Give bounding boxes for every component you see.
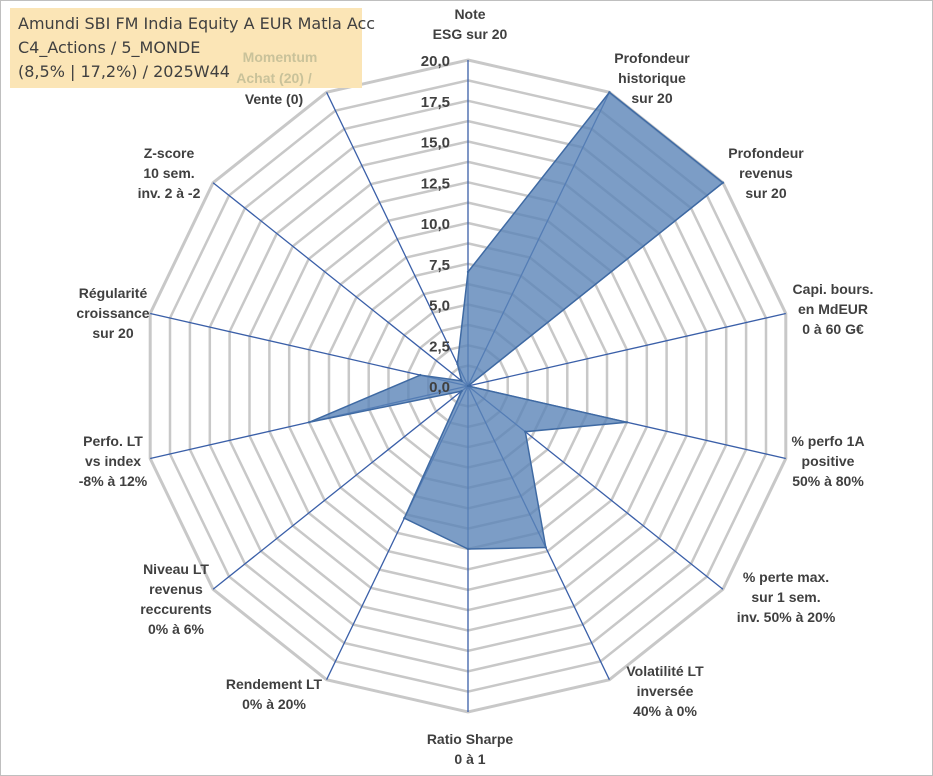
axis-label: Profondeur revenus sur 20 [676, 143, 856, 203]
axis-label-line: Profondeur [728, 145, 804, 161]
axis-label: Profondeur historique sur 20 [562, 48, 742, 108]
axis-label-line: % perfo 1A [791, 433, 865, 449]
axis-label-line: Profondeur [614, 50, 690, 66]
axis-label-line: ESG sur 20 [432, 26, 508, 42]
data-point [403, 517, 406, 520]
axis-label-line: 0 à 60 G€ [802, 321, 864, 337]
axis-label-line: en MdEUR [798, 301, 868, 317]
axis-label: Note ESG sur 20 [380, 4, 560, 44]
axis-label-line: Régularité [78, 285, 148, 301]
axis-label-line: historique [618, 70, 686, 86]
momentum-label-line2: Achat (20) / [236, 70, 312, 86]
axis-label-line: inv. 50% à 20% [736, 609, 836, 625]
axis-label-line: croissance [76, 305, 150, 321]
axis-label-line: sur 1 sem. [751, 589, 821, 605]
axis-label-line: -8% à 12% [78, 473, 148, 489]
momentum-label-line3: Vente (0) [244, 91, 304, 107]
data-point [625, 421, 629, 424]
axis-label-line: sur 20 [631, 90, 673, 106]
axis-label-line: 0% à 20% [242, 696, 306, 712]
axis-label-line: Capi. bours. [792, 281, 874, 297]
axis-label-line: Rendement LT [225, 676, 323, 692]
axis-line [150, 312, 469, 387]
axis-label-line: Note [454, 6, 486, 22]
axis-label-line: sur 20 [92, 325, 134, 341]
data-point [466, 384, 470, 388]
tick-label: 5,0 [429, 298, 450, 315]
axis-line [326, 92, 469, 387]
axis-label-line: Z-score [143, 145, 195, 161]
axis-label: Volatilité LT inversée 40% à 0% [575, 661, 755, 721]
axis-label: Niveau LT revenus reccurents 0% à 6% [86, 559, 266, 639]
axis-label: Perfo. LT vs index -8% à 12% [23, 431, 203, 491]
axis-label-line: revenus [739, 165, 793, 181]
data-point [460, 379, 463, 383]
axis-line [467, 312, 786, 387]
axis-label-line: sur 20 [745, 185, 787, 201]
momentum-label-top: Momentum [242, 49, 318, 65]
fund-category: C4_Actions / 5_MONDE [18, 38, 201, 57]
axis-label-line: reccurents [140, 601, 212, 617]
axis-label-line: 10 sem. [143, 165, 195, 181]
axis-label-line: revenus [149, 581, 203, 597]
data-point [307, 421, 311, 424]
data-point [466, 547, 470, 551]
data-point [524, 430, 527, 433]
axis-label: Z-score 10 sem. inv. 2 à -2 [79, 143, 259, 203]
momentum-label-bottom: Achat (20) / Vente (0) [219, 70, 329, 107]
axis-label-line: Perfo. LT [83, 433, 143, 449]
tick-label: 17,5 [421, 94, 450, 111]
data-point [456, 362, 459, 366]
data-point [466, 270, 470, 274]
tick-label: 0,0 [429, 379, 450, 396]
axis-label-line: 0 à 1 [454, 751, 486, 767]
axis-label-line: inversée [636, 683, 694, 699]
data-point [460, 389, 463, 393]
axis-label-line: positive [801, 453, 855, 469]
axis-line [212, 182, 469, 387]
axis-label: Ratio Sharpe 0 à 1 [380, 729, 560, 769]
tick-label: 10,0 [421, 216, 450, 233]
axis-label-line: vs index [84, 453, 142, 469]
axis-label-line: Ratio Sharpe [426, 731, 514, 747]
axis-label: % perte max. sur 1 sem. inv. 50% à 20% [696, 567, 876, 627]
fund-name: Amundi SBI FM India Equity A EUR Matla A… [18, 14, 376, 33]
tick-label: 20,0 [421, 53, 450, 70]
axis-label-line: 50% à 80% [792, 473, 864, 489]
tick-label: 7,5 [429, 257, 450, 274]
series-area [308, 91, 725, 550]
data-point [544, 546, 547, 549]
axis-label: % perfo 1A positive 50% à 80% [738, 431, 918, 491]
axis-label-line: 40% à 0% [633, 703, 697, 719]
data-point [419, 373, 422, 377]
axis-label: Régularité croissance sur 20 [23, 283, 203, 343]
axis-label: Capi. bours. en MdEUR 0 à 60 G€ [743, 279, 923, 339]
fund-stats: (8,5% | 17,2%) / 2025W44 [18, 62, 230, 81]
axis-label-line: Volatilité LT [626, 663, 704, 679]
tick-label: 15,0 [421, 135, 450, 152]
axis-label-line: 0% à 6% [147, 621, 205, 637]
data-point [608, 91, 611, 94]
title-box: Amundi SBI FM India Equity A EUR Matla A… [10, 8, 375, 88]
axis-label-line: % perte max. [742, 569, 830, 585]
axis-line [212, 385, 469, 590]
tick-label: 12,5 [421, 175, 450, 192]
axis-label-line: inv. 2 à -2 [137, 185, 201, 201]
axis-label: Rendement LT 0% à 20% [184, 674, 364, 714]
tick-label: 2,5 [429, 338, 450, 355]
axis-label-line: Niveau LT [143, 561, 209, 577]
data-point [721, 181, 725, 184]
